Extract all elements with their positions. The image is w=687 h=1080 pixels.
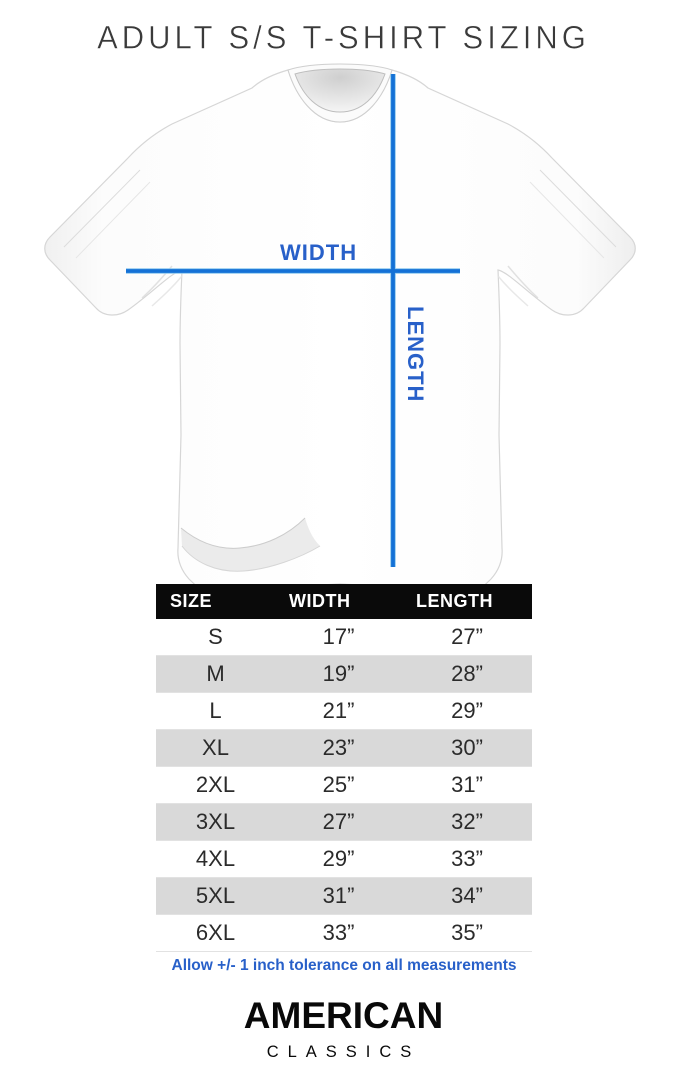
svg-text:WIDTH: WIDTH xyxy=(280,240,357,265)
svg-text:LENGTH: LENGTH xyxy=(403,306,428,402)
